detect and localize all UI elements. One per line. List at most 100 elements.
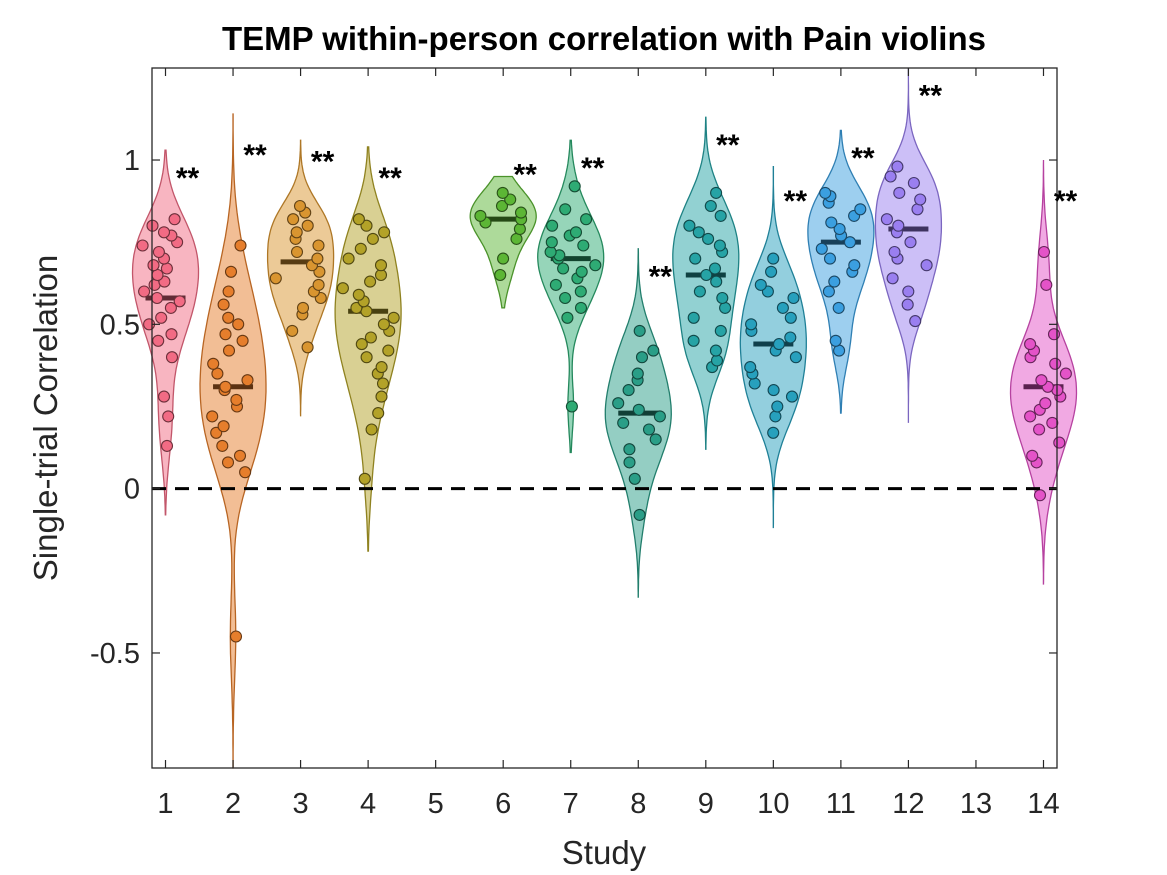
data-point bbox=[574, 285, 587, 298]
data-point bbox=[765, 265, 778, 278]
violin-body bbox=[1009, 159, 1078, 585]
data-point bbox=[544, 245, 557, 259]
data-point bbox=[700, 268, 713, 282]
x-tick-label: 5 bbox=[428, 788, 444, 820]
data-point bbox=[559, 203, 572, 216]
x-tick-label: 11 bbox=[826, 788, 856, 820]
data-point bbox=[888, 245, 901, 259]
data-point bbox=[848, 259, 861, 272]
x-tick-label: 9 bbox=[698, 788, 714, 820]
data-point bbox=[647, 344, 660, 357]
data-point bbox=[157, 226, 171, 239]
data-point bbox=[911, 203, 924, 216]
data-point bbox=[577, 239, 590, 252]
data-point bbox=[160, 262, 173, 275]
data-point bbox=[165, 351, 179, 364]
data-point bbox=[497, 252, 510, 265]
violin-study-10 bbox=[739, 165, 807, 529]
data-point bbox=[510, 232, 523, 245]
data-point bbox=[1024, 410, 1037, 423]
data-point bbox=[234, 239, 247, 252]
data-point bbox=[290, 245, 304, 259]
data-point bbox=[230, 393, 243, 406]
data-point bbox=[568, 180, 581, 193]
data-point bbox=[714, 209, 727, 222]
data-point bbox=[1047, 328, 1061, 341]
violin-study-12 bbox=[874, 68, 943, 423]
data-point bbox=[819, 186, 832, 199]
data-point bbox=[713, 239, 726, 252]
data-point bbox=[1046, 416, 1059, 429]
data-point bbox=[767, 426, 780, 439]
data-point bbox=[352, 288, 365, 301]
data-point bbox=[504, 193, 517, 206]
data-point bbox=[719, 301, 732, 314]
violin-study-2 bbox=[199, 113, 267, 769]
data-point bbox=[342, 252, 355, 265]
data-point bbox=[623, 456, 636, 469]
data-point bbox=[155, 311, 168, 324]
data-point bbox=[623, 443, 636, 456]
data-point bbox=[549, 278, 562, 291]
y-tick-label: 1 bbox=[124, 145, 140, 177]
data-point bbox=[514, 206, 528, 219]
x-tick-label: 7 bbox=[563, 788, 579, 820]
significance-marker: ** bbox=[649, 260, 673, 293]
data-point bbox=[776, 301, 789, 314]
data-point bbox=[545, 236, 558, 249]
data-point bbox=[693, 285, 706, 298]
data-point bbox=[642, 423, 656, 436]
data-point bbox=[557, 262, 570, 275]
data-point bbox=[496, 186, 509, 199]
data-point bbox=[360, 351, 373, 364]
violin-study-6 bbox=[469, 175, 537, 309]
data-point bbox=[843, 236, 857, 249]
violin-study-7 bbox=[537, 139, 605, 454]
data-point bbox=[219, 328, 232, 341]
data-point bbox=[229, 630, 243, 643]
data-point bbox=[355, 338, 368, 351]
data-point bbox=[241, 374, 254, 387]
data-point bbox=[378, 226, 391, 239]
data-point bbox=[236, 334, 249, 347]
data-point bbox=[217, 298, 230, 311]
data-point bbox=[165, 328, 178, 341]
data-point bbox=[164, 301, 177, 314]
data-point bbox=[1033, 423, 1046, 436]
data-point bbox=[901, 298, 914, 311]
data-point bbox=[569, 226, 583, 239]
data-point bbox=[771, 400, 784, 413]
data-point bbox=[312, 278, 325, 291]
violin-study-8 bbox=[604, 248, 672, 598]
significance-marker: ** bbox=[311, 145, 335, 178]
data-point bbox=[854, 203, 867, 216]
data-point bbox=[702, 232, 715, 245]
data-point bbox=[891, 160, 904, 173]
data-point bbox=[1039, 397, 1052, 410]
violin-study-11 bbox=[807, 129, 875, 414]
data-point bbox=[162, 410, 175, 423]
data-point bbox=[221, 456, 235, 469]
violin-layer bbox=[131, 68, 1078, 769]
data-point bbox=[920, 259, 933, 272]
data-point bbox=[767, 252, 780, 265]
data-point bbox=[207, 357, 220, 370]
data-point bbox=[687, 311, 700, 324]
data-point bbox=[907, 176, 920, 190]
y-tick-label: 0.5 bbox=[100, 309, 140, 341]
data-point bbox=[239, 466, 252, 479]
data-point bbox=[744, 361, 757, 374]
data-point bbox=[687, 334, 700, 347]
data-point bbox=[286, 324, 299, 337]
data-point bbox=[296, 301, 310, 314]
data-point bbox=[904, 236, 917, 249]
data-point bbox=[565, 400, 578, 413]
x-tick-label: 13 bbox=[960, 788, 992, 820]
data-point bbox=[1033, 489, 1047, 502]
data-point bbox=[365, 423, 378, 436]
data-point bbox=[495, 199, 509, 213]
data-point bbox=[914, 193, 927, 206]
data-point bbox=[909, 315, 922, 328]
data-point bbox=[269, 272, 282, 285]
data-point bbox=[716, 291, 729, 305]
